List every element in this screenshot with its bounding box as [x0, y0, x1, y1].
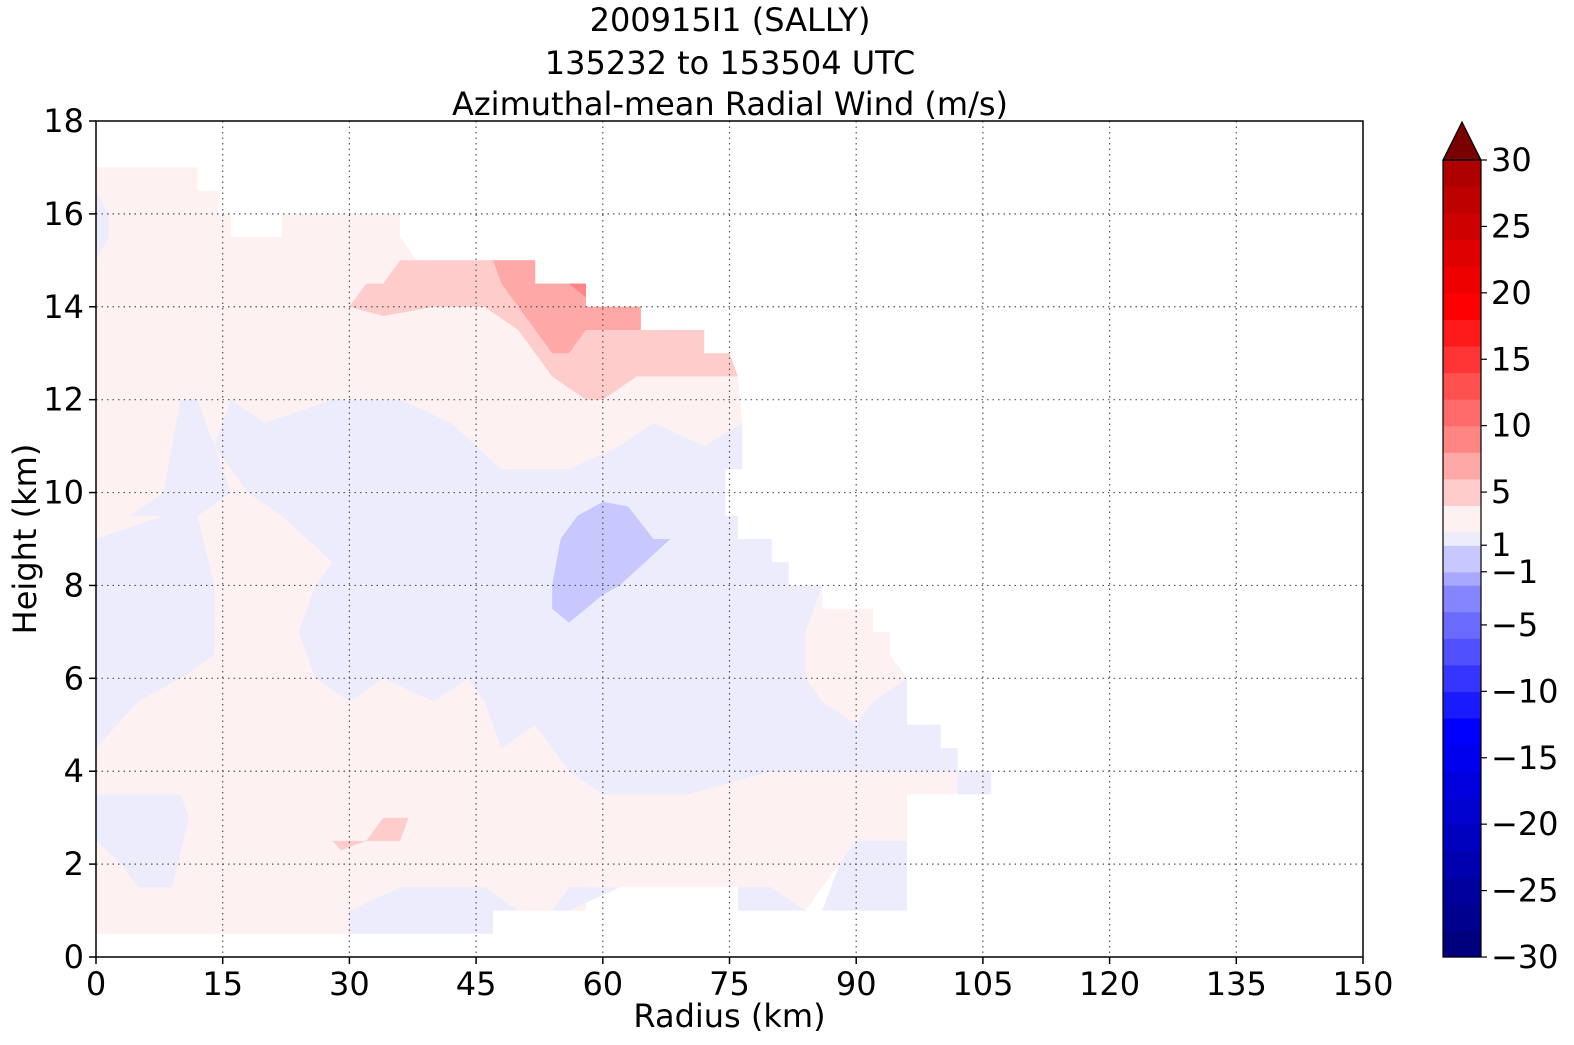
colorbar-tick-label-3: 15 — [1491, 340, 1532, 378]
colorbar-tick-label-1: 25 — [1491, 207, 1532, 245]
colorbar-segment-14 — [1443, 571, 1481, 586]
y-tick-label-3: 6 — [64, 659, 84, 697]
colorbar-segment-15 — [1443, 545, 1481, 573]
x-axis-label: Radius (km) — [633, 997, 825, 1035]
colorbar-segment-16 — [1443, 531, 1481, 546]
colorbar: 30 25 20 15 10 5 1−1 −5 −10 −15 −20 −25 −30 — [1442, 120, 1559, 976]
colorbar-tick-label-13: −30 — [1491, 938, 1559, 976]
contour-region-3 — [96, 515, 215, 748]
y-tick-label-8: 16 — [43, 195, 84, 233]
colorbar-segment-12 — [1443, 611, 1481, 639]
chart-title-line-2: 135232 to 153504 UTC — [544, 44, 916, 82]
colorbar-tick-label-2: 20 — [1491, 274, 1532, 312]
colorbar-segment-10 — [1443, 664, 1481, 692]
colorbar-segment-25 — [1443, 292, 1481, 320]
colorbar-segment-20 — [1443, 425, 1481, 453]
contour-region-4 — [96, 794, 189, 888]
colorbar-segment-26 — [1443, 266, 1481, 294]
contour-region-6 — [96, 190, 109, 261]
x-tick-label-9: 135 — [1206, 965, 1267, 1003]
y-tick-label-9: 18 — [43, 102, 84, 140]
colorbar-tick-label-10: −15 — [1491, 739, 1559, 777]
colorbar-segment-28 — [1443, 213, 1481, 241]
colorbar-segment-4 — [1443, 824, 1481, 852]
colorbar-segment-13 — [1443, 585, 1481, 613]
contour-region-7 — [552, 501, 671, 623]
colorbar-segment-1 — [1443, 903, 1481, 932]
x-tick-label-6: 90 — [836, 965, 877, 1003]
colorbar-segment-18 — [1443, 478, 1481, 506]
y-tick-label-1: 2 — [64, 845, 84, 883]
colorbar-segment-9 — [1443, 691, 1481, 719]
gridlines — [96, 121, 1363, 957]
y-axis-label: Height (km) — [6, 444, 44, 635]
x-axis: 0 15 30 45 60 75 90 105 120 135 150 — [86, 957, 1394, 1003]
x-tick-label-0: 0 — [86, 965, 106, 1003]
colorbar-segment-5 — [1443, 797, 1481, 825]
x-tick-label-7: 105 — [952, 965, 1013, 1003]
colorbar-segment-6 — [1443, 771, 1481, 799]
colorbar-segment-23 — [1443, 345, 1481, 374]
colorbar-tick-label-12: −25 — [1491, 872, 1559, 910]
x-tick-label-1: 15 — [202, 965, 243, 1003]
x-tick-label-5: 75 — [709, 965, 750, 1003]
colorbar-tick-label-6: 1 — [1491, 526, 1511, 564]
x-tick-label-2: 30 — [329, 965, 370, 1003]
x-tick-label-4: 60 — [582, 965, 623, 1003]
colorbar-segment-2 — [1443, 877, 1481, 905]
x-tick-label-8: 120 — [1079, 965, 1140, 1003]
contour-region-5 — [349, 840, 907, 934]
colorbar-segment-17 — [1443, 505, 1481, 533]
contour-region-1 — [214, 399, 992, 795]
colorbar-segment-24 — [1443, 319, 1481, 347]
colorbar-segment-22 — [1443, 372, 1481, 400]
y-tick-label-5: 10 — [43, 474, 84, 512]
y-axis: 0 2 4 6 8 10 12 14 16 18 — [43, 102, 96, 976]
contour-region-2 — [96, 399, 232, 516]
y-tick-label-0: 0 — [64, 938, 84, 976]
contour-region-11 — [569, 283, 586, 298]
colorbar-tick-label-11: −20 — [1491, 805, 1559, 843]
colorbar-tick-label-8: −5 — [1491, 606, 1538, 644]
x-tick-label-3: 45 — [456, 965, 497, 1003]
chart-title-line-1: 200915I1 (SALLY) — [589, 1, 871, 39]
contour-regions — [96, 167, 992, 934]
chart-title-line-3: Azimuthal-mean Radial Wind (m/s) — [451, 85, 1009, 123]
x-tick-label-10: 150 — [1332, 965, 1393, 1003]
y-tick-label-6: 12 — [43, 381, 84, 419]
colorbar-segment-29 — [1443, 186, 1481, 214]
colorbar-tick-label-9: −10 — [1491, 672, 1559, 710]
y-tick-label-7: 14 — [43, 288, 84, 326]
colorbar-segment-8 — [1443, 717, 1481, 746]
colorbar-segment-21 — [1443, 399, 1481, 427]
colorbar-segment-11 — [1443, 638, 1481, 666]
colorbar-segment-30 — [1443, 160, 1481, 188]
colorbar-segment-7 — [1443, 744, 1481, 772]
y-tick-label-2: 4 — [64, 752, 84, 790]
colorbar-tick-label-5: 5 — [1491, 473, 1511, 511]
colorbar-segment-3 — [1443, 850, 1481, 878]
colorbar-segment-27 — [1443, 239, 1481, 267]
colorbar-tick-label-7: −1 — [1491, 553, 1538, 591]
colorbar-segment-19 — [1443, 452, 1481, 480]
colorbar-frame — [1442, 159, 1482, 958]
contour-region-9 — [332, 817, 409, 851]
colorbar-segment-0 — [1443, 930, 1481, 958]
colorbar-extend-arrow — [1442, 120, 1482, 161]
y-tick-label-4: 8 — [64, 566, 84, 604]
colorbar-tick-label-4: 10 — [1491, 407, 1532, 445]
colorbar-tick-label-0: 30 — [1491, 141, 1532, 179]
contour-region-10 — [493, 260, 641, 354]
